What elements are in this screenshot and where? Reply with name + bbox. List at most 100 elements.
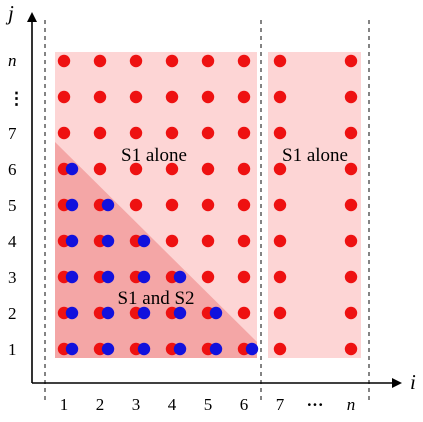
y-tick-6: 6 (8, 160, 17, 179)
s1-dot-n-7 (344, 126, 358, 140)
s1-dot-3-ellipsis (129, 90, 143, 104)
s1-dot-1-ellipsis (57, 90, 71, 104)
s2-dot-1-3 (65, 270, 79, 284)
s2-dot-2-1 (101, 342, 115, 356)
s2-dot-4-3 (173, 270, 187, 284)
s1-dot-4-7 (165, 126, 179, 140)
y-tick-5: 5 (8, 196, 17, 215)
s2-dot-2-3 (101, 270, 115, 284)
s1-dot-n-1 (344, 342, 358, 356)
x-tick-5: 5 (204, 395, 213, 414)
x-tick-n: n (347, 395, 356, 414)
s1-dot-6-2 (237, 306, 251, 320)
s1-dot-7-5 (273, 198, 287, 212)
x-axis-label: i (410, 370, 416, 394)
x-tick-6: 6 (240, 395, 249, 414)
s1-dot-5-4 (201, 234, 215, 248)
y-tick-7: 7 (8, 124, 17, 143)
x-tick-4: 4 (168, 395, 177, 414)
s2-dot-1-6 (65, 162, 79, 176)
s2-dot-6-1 (245, 342, 259, 356)
y-tick-3: 3 (8, 268, 17, 287)
s2-dot-4-2 (173, 306, 187, 320)
s1-dot-4-4 (165, 234, 179, 248)
s1-dot-6-7 (237, 126, 251, 140)
s2-dot-3-1 (137, 342, 151, 356)
s2-dot-3-3 (137, 270, 151, 284)
y-tick-4: 4 (8, 232, 17, 251)
s1-dot-1-n (57, 54, 71, 68)
s1-dot-4-n (165, 54, 179, 68)
s1-dot-5-6 (201, 162, 215, 176)
s1-alone-label-left: S1 alone (121, 145, 187, 166)
s1-dot-6-6 (237, 162, 251, 176)
x-tick-1: 1 (60, 395, 69, 414)
x-tick-2: 2 (96, 395, 105, 414)
s1-dot-4-5 (165, 198, 179, 212)
iteration-dots (57, 54, 358, 356)
s1-dot-4-6 (165, 162, 179, 176)
s1-dot-7-n (273, 54, 287, 68)
s1-dot-2-7 (93, 126, 107, 140)
y-tick-2: 2 (8, 304, 17, 323)
y-axis-label: j (5, 1, 14, 25)
s1-dot-5-5 (201, 198, 215, 212)
s1-dot-7-2 (273, 306, 287, 320)
s1-dot-5-3 (201, 270, 215, 284)
s2-dot-1-5 (65, 198, 79, 212)
s1-dot-n-3 (344, 270, 358, 284)
s1-dot-7-6 (273, 162, 287, 176)
s2-dot-5-2 (209, 306, 223, 320)
s1-dot-7-4 (273, 234, 287, 248)
s1-dot-1-7 (57, 126, 71, 140)
s2-dot-4-1 (173, 342, 187, 356)
s1-dot-6-5 (237, 198, 251, 212)
s1-dot-n-n (344, 54, 358, 68)
s1-dot-2-n (93, 54, 107, 68)
s1-dot-2-ellipsis (93, 90, 107, 104)
s1-dot-3-6 (129, 162, 143, 176)
x-tick-labels: 1 2 3 4 5 6 7 ··· n (60, 395, 356, 414)
s1-dot-3-5 (129, 198, 143, 212)
s2-dot-2-5 (101, 198, 115, 212)
s1-dot-5-n (201, 54, 215, 68)
s2-dot-5-1 (209, 342, 223, 356)
s2-dot-1-1 (65, 342, 79, 356)
s1-and-s2-label: S1 and S2 (117, 288, 194, 309)
s2-dot-2-2 (101, 306, 115, 320)
s2-dot-1-2 (65, 306, 79, 320)
s1-dot-n-5 (344, 198, 358, 212)
s2-dot-2-4 (101, 234, 115, 248)
s1-dot-n-ellipsis (344, 90, 358, 104)
s1-dot-6-n (237, 54, 251, 68)
y-tick-n: n (8, 51, 17, 70)
s2-dot-3-4 (137, 234, 151, 248)
y-tick-1: 1 (8, 340, 17, 359)
s1-dot-5-7 (201, 126, 215, 140)
s1-dot-7-3 (273, 270, 287, 284)
s1-dot-2-6 (93, 162, 107, 176)
s1-dot-n-4 (344, 234, 358, 248)
y-tick-labels: 1 2 3 4 5 6 7 ⋮ n (8, 51, 25, 359)
x-tick-ellipsis: ··· (306, 395, 323, 414)
s1-dot-3-n (129, 54, 143, 68)
s2-dot-1-4 (65, 234, 79, 248)
s1-dot-4-ellipsis (165, 90, 179, 104)
s1-alone-label-right: S1 alone (282, 145, 348, 166)
s1-dot-n-2 (344, 306, 358, 320)
s1-dot-7-7 (273, 126, 287, 140)
s1-and-s2-region (55, 142, 257, 358)
s1-dot-7-ellipsis (273, 90, 287, 104)
s1-dot-n-6 (344, 162, 358, 176)
s1-dot-5-ellipsis (201, 90, 215, 104)
s1-dot-7-1 (273, 342, 287, 356)
s1-dot-6-3 (237, 270, 251, 284)
x-tick-7: 7 (276, 395, 285, 414)
s2-dot-3-2 (137, 306, 151, 320)
x-tick-3: 3 (132, 395, 141, 414)
s1-dot-6-4 (237, 234, 251, 248)
s1-dot-6-ellipsis (237, 90, 251, 104)
y-tick-ellipsis: ⋮ (8, 89, 25, 108)
